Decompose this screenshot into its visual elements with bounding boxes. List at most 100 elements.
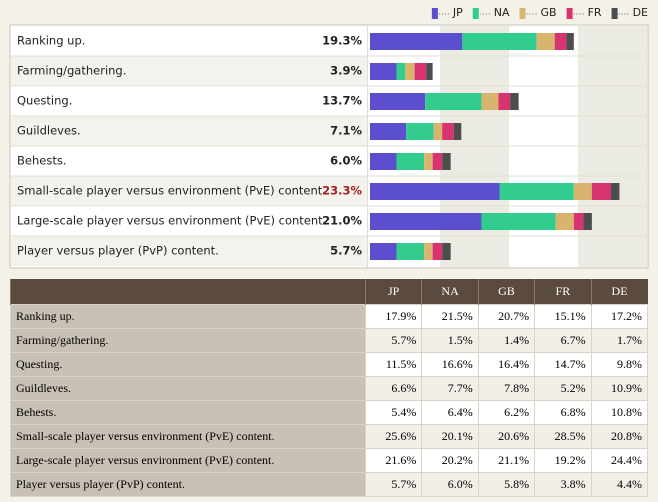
row-bg xyxy=(11,176,367,206)
cell-value: 6.0% xyxy=(421,472,479,497)
cell-value: 5.2% xyxy=(534,376,592,401)
cell-value: 1.7% xyxy=(590,328,649,353)
cell-value: 9.8% xyxy=(590,352,649,377)
cell-value: 14.7% xyxy=(534,352,592,377)
bar-segment xyxy=(481,93,499,110)
column-header: FR xyxy=(534,279,592,305)
cell-value: 5.7% xyxy=(364,472,423,497)
row-bg xyxy=(11,116,367,146)
legend-label: GB xyxy=(541,6,557,19)
bar-segment xyxy=(414,63,427,80)
cell-value: 4.4% xyxy=(590,472,649,497)
cell-value: 1.5% xyxy=(421,328,479,353)
row-label: Questing. xyxy=(10,352,366,377)
cell-value: 10.9% xyxy=(590,376,649,401)
cell-value: 21.1% xyxy=(477,448,536,473)
cell-value: 20.6% xyxy=(477,424,536,449)
row-label: Large-scale player versus environment (P… xyxy=(10,448,366,473)
total-label: 23.3% xyxy=(322,184,362,198)
row-bg xyxy=(11,86,367,116)
cell-value: 7.8% xyxy=(477,376,536,401)
bar-segment xyxy=(554,33,567,50)
row-label: Behests. xyxy=(10,400,366,425)
cell-value: 25.6% xyxy=(364,424,423,449)
cell-value: 6.2% xyxy=(477,400,536,425)
bar-segment xyxy=(432,153,443,170)
legend-swatch xyxy=(431,8,438,19)
bar-segment xyxy=(583,213,592,230)
category-label: Farming/gathering. xyxy=(17,64,126,78)
cell-value: 1.4% xyxy=(477,328,536,353)
bar-segment xyxy=(396,243,425,260)
bar-segment xyxy=(406,123,434,140)
table-row: Ranking up. 17.9% 21.5% 20.7% 15.1% 17.2% xyxy=(10,304,649,329)
cell-value: 16.6% xyxy=(421,352,479,377)
column-header: NA xyxy=(421,279,479,305)
row-bg xyxy=(11,26,367,56)
cell-value: 11.5% xyxy=(364,352,423,377)
corner xyxy=(10,279,366,305)
row-bg xyxy=(11,56,367,86)
bar-segment xyxy=(370,63,397,80)
bar-segment xyxy=(432,243,443,260)
row-bg xyxy=(11,236,367,266)
row-label: Ranking up. xyxy=(10,304,366,329)
chart: DE FR GB NA JP Ranking up. 19.3% Farming/gather… xyxy=(9,6,649,269)
row-label: Player versus player (PvP) content. xyxy=(10,472,366,497)
bar-segment xyxy=(426,63,433,80)
total-label: 3.9% xyxy=(330,64,362,78)
table-row: Small-scale player versus environment (P… xyxy=(10,424,649,449)
cell-value: 5.4% xyxy=(364,400,423,425)
cell-value: 24.4% xyxy=(590,448,649,473)
column-header: DE xyxy=(590,279,648,305)
total-label: 21.0% xyxy=(322,214,362,228)
cell-value: 10.8% xyxy=(590,400,649,425)
cell-value: 28.5% xyxy=(534,424,592,449)
bar-segment xyxy=(442,153,451,170)
legend-label: NA xyxy=(494,6,510,19)
legend-swatch xyxy=(519,8,526,19)
column-header: GB xyxy=(477,279,535,305)
bar-segment xyxy=(370,123,407,140)
bar-segment xyxy=(462,33,537,50)
cell-value: 6.7% xyxy=(534,328,592,353)
bar-segment xyxy=(424,243,433,260)
bar-segment xyxy=(573,213,584,230)
total-label: 5.7% xyxy=(330,244,362,258)
bar-segment xyxy=(433,123,443,140)
row-label: Farming/gathering. xyxy=(10,328,366,353)
row-bg xyxy=(11,206,367,236)
cell-value: 3.8% xyxy=(534,472,592,497)
legend-label: DE xyxy=(633,6,648,19)
category-label: Ranking up. xyxy=(17,34,85,48)
bar-segment xyxy=(370,243,397,260)
cell-value: 7.7% xyxy=(421,376,479,401)
bar-segment xyxy=(510,93,519,110)
bar-segment xyxy=(591,183,611,200)
legend-swatch xyxy=(611,8,618,19)
bar-segment xyxy=(396,63,406,80)
bar-segment xyxy=(425,93,482,110)
bar-segment xyxy=(396,153,425,170)
cell-value: 19.2% xyxy=(534,448,592,473)
cell-value: 17.2% xyxy=(590,304,649,329)
row-bg xyxy=(11,146,367,176)
row-label: Guildleves. xyxy=(10,376,366,401)
bar-segment xyxy=(610,183,620,200)
legend-label: FR xyxy=(588,6,602,19)
bar-segment xyxy=(566,33,574,50)
category-label: Player versus player (PvP) content. xyxy=(17,244,219,258)
bar-segment xyxy=(536,33,555,50)
cell-value: 6.6% xyxy=(364,376,423,401)
bar-segment xyxy=(442,123,454,140)
category-label: Small-scale player versus environment (P… xyxy=(17,184,326,198)
category-label: Large-scale player versus environment (P… xyxy=(17,214,326,228)
category-label: Behests. xyxy=(17,154,66,168)
row-label: Small-scale player versus environment (P… xyxy=(10,424,366,449)
total-label: 7.1% xyxy=(330,124,362,138)
cell-value: 20.7% xyxy=(477,304,536,329)
cell-value: 20.2% xyxy=(421,448,479,473)
data-table: JP NA GB FR DE Ranking up. 17.9% 21.5% 20.7% 15.… xyxy=(10,279,649,497)
column-header: JP xyxy=(364,279,422,305)
